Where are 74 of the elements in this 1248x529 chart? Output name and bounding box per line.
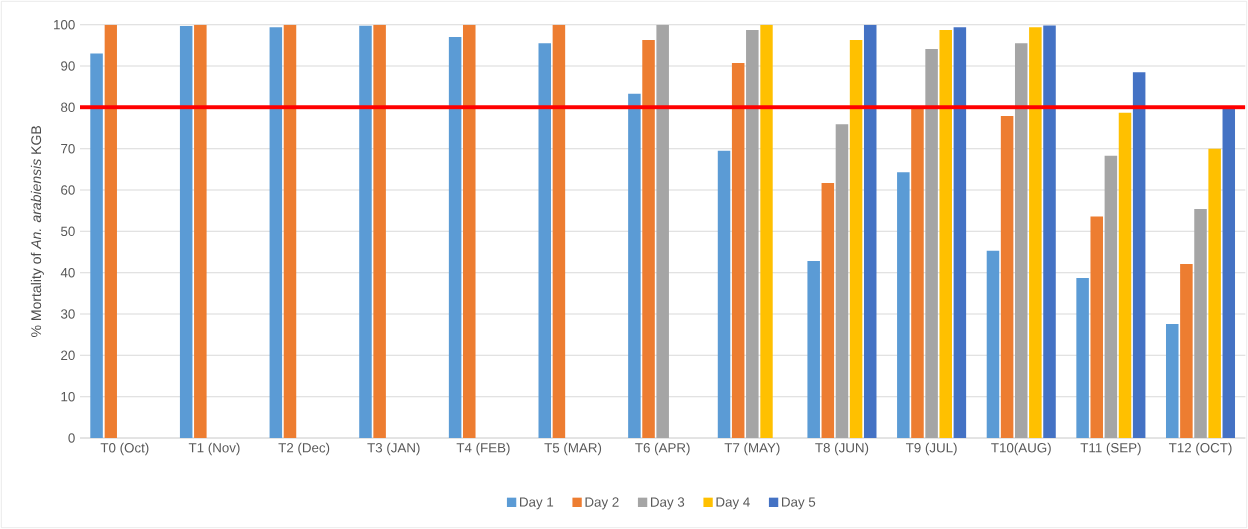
bar (90, 53, 103, 438)
bar (863, 24, 877, 438)
x-tick-label: T6 (APR) (635, 442, 690, 456)
x-tick-label: T12 (OCT) (1168, 442, 1232, 456)
legend-label: Day 1 (520, 497, 554, 510)
bar (1165, 323, 1179, 438)
bar (897, 172, 910, 438)
bar (552, 24, 566, 438)
bar (538, 43, 552, 438)
bar (925, 49, 938, 438)
bar (760, 24, 773, 438)
bar (1029, 27, 1042, 438)
bar (1118, 112, 1132, 438)
bar (1000, 116, 1014, 438)
bar (1104, 155, 1118, 438)
y-tick-label: 60 (61, 185, 75, 195)
bar (462, 24, 476, 438)
bar (835, 124, 849, 438)
x-tick-label: T3 (JAN) (367, 442, 420, 456)
x-tick-label: T11 (SEP) (1080, 442, 1141, 456)
x-tick-label: T0 (Oct) (100, 442, 149, 456)
bar (986, 250, 1000, 438)
bar (359, 25, 372, 438)
bar (656, 24, 669, 438)
y-tick-label: 70 (61, 143, 75, 154)
bar (373, 24, 386, 438)
bar (1132, 72, 1146, 438)
y-axis-title: % Mortality of An. arabiensis KGB (30, 126, 44, 337)
legend-label: Day 3 (651, 497, 685, 510)
x-tick-label: T4 (FEB) (456, 442, 510, 456)
bar (179, 25, 193, 438)
x-tick-label: T9 (JUL) (905, 442, 957, 456)
bar (807, 261, 820, 438)
y-tick-label: 40 (60, 267, 75, 278)
bar (1043, 25, 1056, 438)
x-tick-label: T10(AUG) (991, 442, 1051, 456)
bar (1222, 106, 1236, 438)
x-tick-label: T7 (MAY) (724, 442, 780, 456)
y-tick-label: 10 (61, 391, 75, 402)
bar (104, 24, 117, 438)
x-tick-label: T8 (JUN) (815, 442, 869, 456)
bar (194, 24, 207, 438)
y-tick-label: 100 (54, 19, 75, 30)
x-tick-label: T5 (MAR) (544, 442, 602, 456)
legend-label: Day 2 (585, 497, 619, 510)
legend-label: Day 4 (716, 497, 750, 510)
y-tick-label: 80 (61, 102, 75, 113)
y-tick-label: 50 (61, 226, 75, 237)
x-tick-label: T2 (Dec) (278, 442, 330, 456)
bar (269, 27, 283, 438)
y-tick-label: 0 (68, 433, 75, 443)
bar (939, 30, 952, 438)
bar (953, 27, 967, 438)
bar (717, 150, 731, 438)
bar (731, 63, 745, 438)
bar (1014, 43, 1028, 438)
bar (1180, 263, 1193, 438)
bar (628, 93, 641, 438)
y-tick-label: 20 (61, 350, 75, 361)
bar (821, 182, 835, 438)
bar (746, 30, 759, 438)
bar (849, 39, 863, 438)
bar (1076, 278, 1089, 438)
bar (911, 108, 924, 438)
x-tick-label: T1 (Nov) (188, 442, 240, 456)
bar (1194, 209, 1207, 438)
bar (1208, 148, 1221, 438)
bar (1090, 216, 1104, 438)
y-tick-label: 90 (61, 61, 75, 71)
legend-label: Day 5 (782, 497, 816, 510)
bar (448, 37, 462, 438)
bar (642, 39, 655, 438)
bar (283, 24, 297, 438)
y-tick-label: 30 (60, 309, 75, 319)
